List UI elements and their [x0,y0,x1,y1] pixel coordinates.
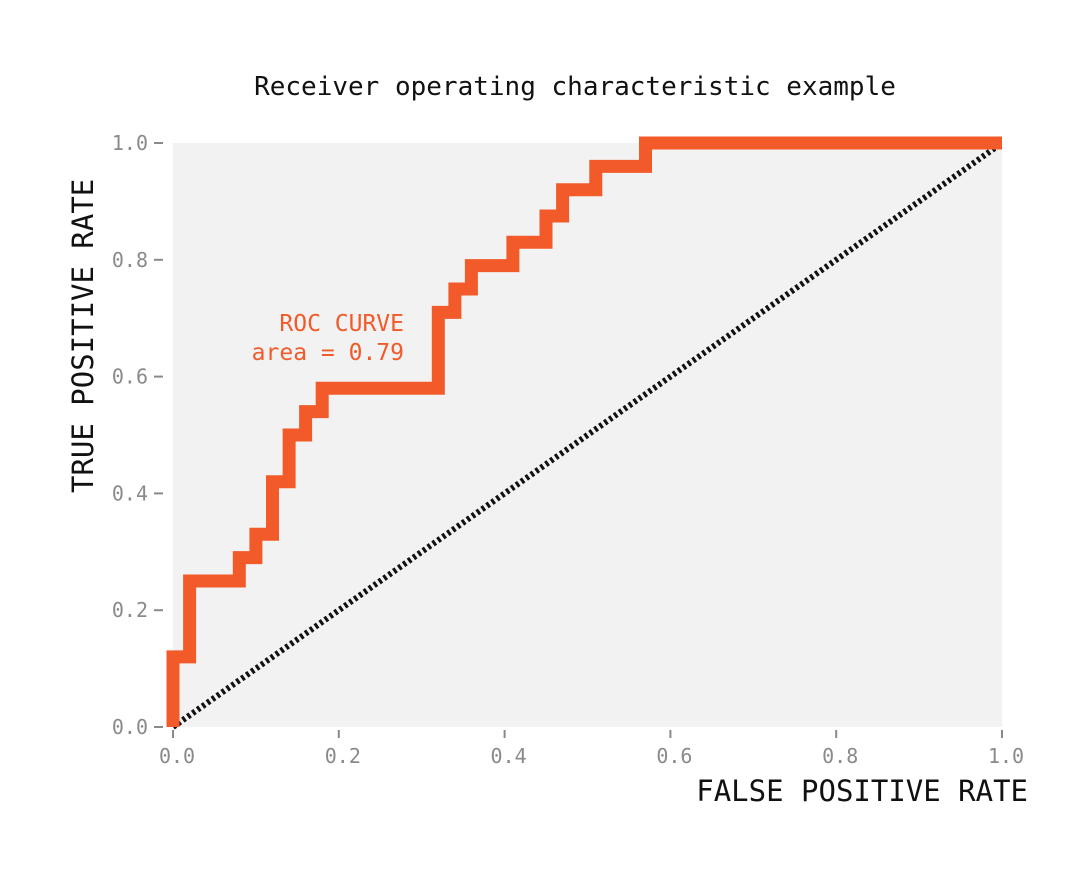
y-tick-label: 0.4 [112,481,148,505]
x-tick-label: 0.4 [491,744,527,768]
x-tick-label: 0.6 [656,744,692,768]
y-tick-label: 0.8 [112,248,148,272]
diagonal-reference-line [171,140,1004,730]
x-tick-label: 1.0 [988,744,1024,768]
x-axis-label: FALSE POSITIVE RATE [696,774,1028,808]
chart-title: Receiver operating characteristic exampl… [254,72,896,102]
roc-annotation-area: area = 0.79 [252,340,404,366]
x-tick-label: 0.2 [325,744,361,768]
y-tick-label: 0.0 [112,715,148,739]
x-axis-ticks: 0.0 0.2 0.4 0.6 0.8 1.0 [159,730,1024,768]
y-axis-label: TRUE POSITIVE RATE [66,179,100,493]
roc-curve-line [166,136,1002,727]
y-tick-label: 1.0 [112,131,148,155]
y-axis-ticks: 0.0 0.2 0.4 0.6 0.8 1.0 [112,131,163,739]
roc-annotation-label: ROC CURVE [279,311,404,337]
x-tick-label: 0.8 [822,744,858,768]
x-tick-label: 0.0 [159,744,195,768]
y-tick-label: 0.6 [112,365,148,389]
y-tick-label: 0.2 [112,598,148,622]
